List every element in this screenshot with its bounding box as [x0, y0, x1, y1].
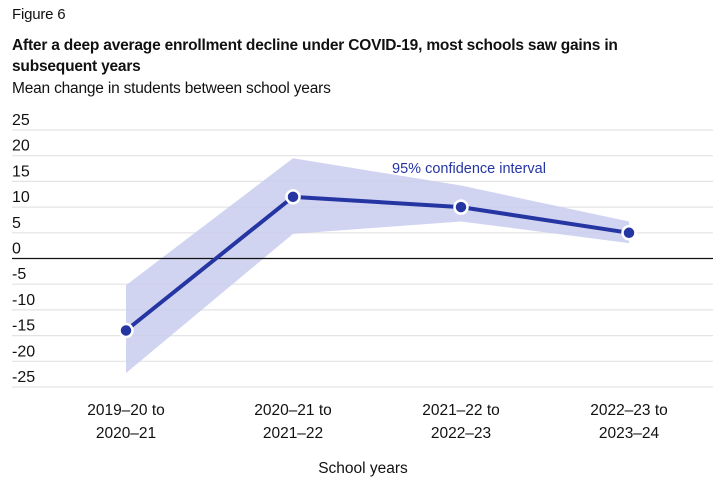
x-tick-label: 2023–24 — [599, 425, 660, 442]
x-axis-label: School years — [318, 460, 408, 477]
y-tick-label: -10 — [12, 292, 35, 309]
y-tick-label: -20 — [12, 343, 35, 360]
x-tick-label: 2019–20 to — [87, 402, 165, 419]
x-tick-labels: 2019–20 to 2020–21 2020–21 to 2021–22 2021–2… — [87, 402, 668, 442]
data-point — [453, 199, 469, 215]
series-line-layer — [118, 189, 637, 339]
x-tick-label: 2021–22 — [263, 425, 323, 442]
x-tick-label: 2022–23 to — [590, 402, 668, 419]
x-tick-label: 2022–23 — [431, 425, 491, 442]
y-tick-label: 20 — [12, 138, 30, 155]
confidence-band-layer — [126, 158, 629, 374]
y-tick-labels: 25 20 15 10 5 0 -5 -10 -15 -20 -25 — [12, 112, 35, 386]
figure-label: Figure 6 — [12, 6, 66, 23]
y-tick-label: -5 — [12, 266, 26, 283]
y-tick-label: -15 — [12, 318, 35, 335]
y-tick-label: 10 — [12, 189, 30, 206]
y-tick-label: -25 — [12, 369, 35, 386]
data-point — [621, 225, 637, 241]
x-tick-label: 2020–21 — [96, 425, 156, 442]
x-tick-label: 2020–21 to — [254, 402, 332, 419]
data-point — [285, 189, 301, 205]
y-tick-label: 25 — [12, 112, 30, 129]
ci-annotation: 95% confidence interval — [392, 161, 546, 177]
data-point — [118, 322, 134, 339]
y-tick-label: 15 — [12, 163, 30, 180]
chart-subtitle: Mean change in students between school y… — [12, 80, 331, 97]
confidence-band — [126, 158, 629, 374]
series-line — [124, 194, 630, 333]
y-tick-label: 5 — [12, 215, 21, 232]
x-tick-label: 2021–22 to — [422, 402, 500, 419]
y-tick-label: 0 — [12, 241, 21, 258]
chart-title: After a deep average enrollment decline … — [12, 37, 618, 75]
